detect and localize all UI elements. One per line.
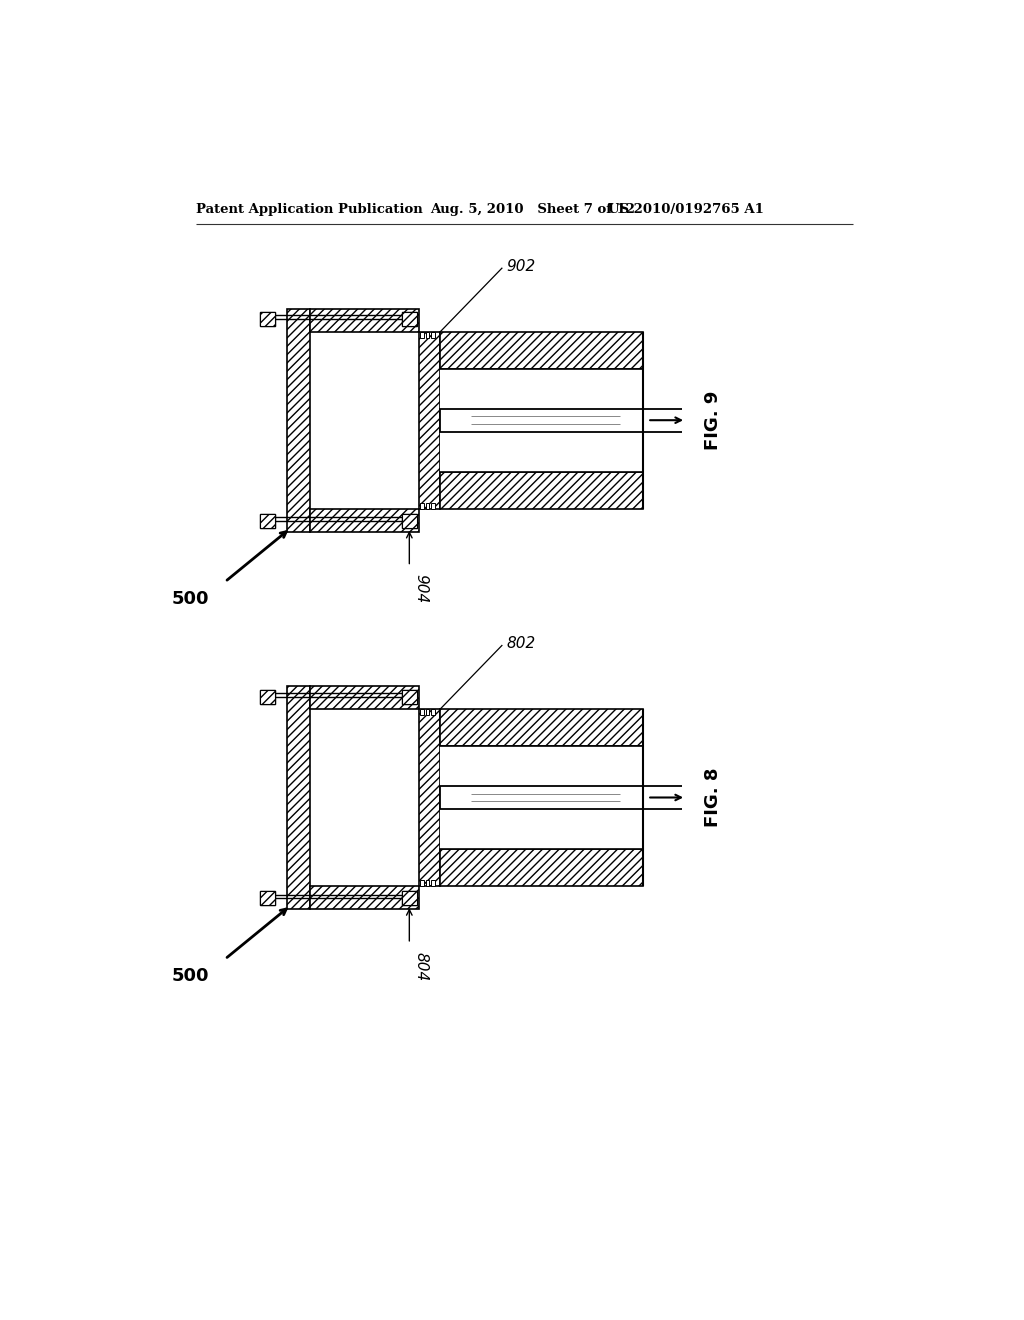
Bar [260,689,275,704]
Bar [440,409,643,432]
Bar [401,891,417,906]
Bar [419,331,440,508]
Bar [420,880,424,886]
Bar [310,309,419,331]
Bar [431,331,435,338]
Bar [426,880,429,886]
Bar [260,515,275,528]
Bar [310,886,419,909]
Text: US 2010/0192765 A1: US 2010/0192765 A1 [608,203,764,216]
Bar [420,503,424,508]
Bar [401,891,417,906]
Bar [260,313,275,326]
Text: FIG. 8: FIG. 8 [705,768,722,828]
Bar [440,471,643,508]
Bar [401,313,417,326]
Bar [440,331,643,368]
Bar [431,709,435,715]
Bar [401,313,417,326]
Bar [426,503,429,508]
Bar [420,331,424,338]
Bar [431,880,435,886]
Bar [260,689,275,704]
Text: 804: 804 [414,952,428,981]
Text: Patent Application Publication: Patent Application Publication [197,203,423,216]
Text: Aug. 5, 2010   Sheet 7 of 12: Aug. 5, 2010 Sheet 7 of 12 [430,203,635,216]
Bar [419,709,440,886]
Text: 500: 500 [172,966,209,985]
Bar [440,785,643,809]
Bar [401,689,417,704]
Bar [260,313,275,326]
Bar [426,709,429,715]
Bar [426,331,429,338]
Bar [287,309,310,532]
Text: 500: 500 [172,590,209,607]
Bar [260,515,275,528]
Bar [440,709,643,746]
Bar [401,515,417,528]
Bar [440,849,643,886]
Bar [440,368,643,471]
Text: 904: 904 [414,574,428,603]
Bar [260,891,275,906]
Bar [310,508,419,532]
Bar [431,503,435,508]
Bar [420,709,424,715]
Bar [440,746,643,849]
Bar [310,686,419,709]
Text: 802: 802 [506,636,536,651]
Text: 902: 902 [506,259,536,273]
Bar [401,515,417,528]
Bar [260,891,275,906]
Text: FIG. 9: FIG. 9 [705,391,722,450]
Bar [401,689,417,704]
Bar [287,686,310,909]
